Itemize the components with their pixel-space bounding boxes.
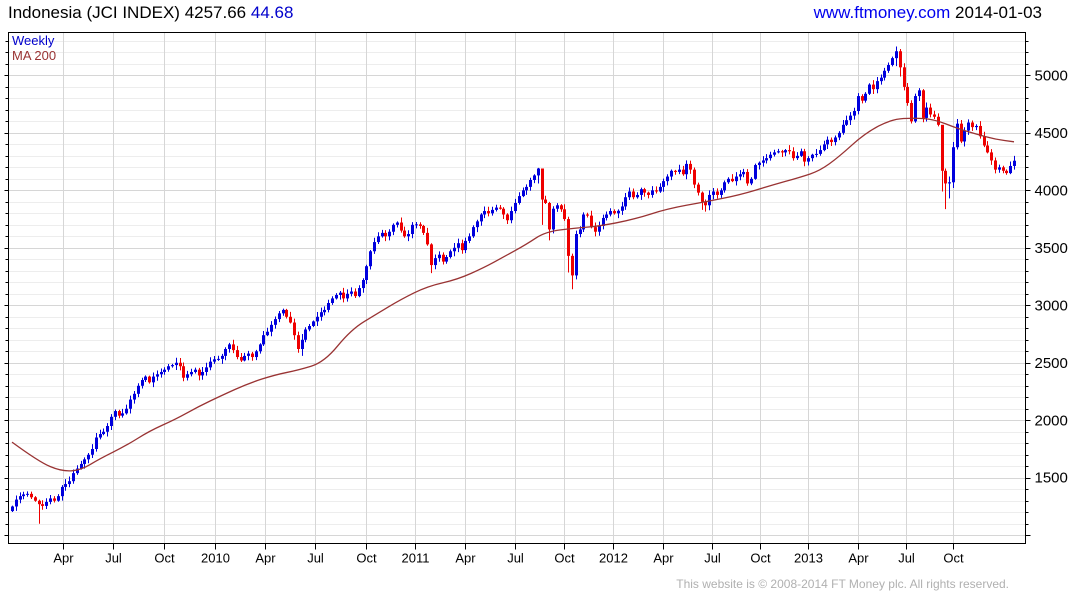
svg-text:4000: 4000 bbox=[1035, 182, 1068, 199]
svg-text:2500: 2500 bbox=[1035, 355, 1068, 372]
svg-text:2012: 2012 bbox=[599, 551, 628, 566]
svg-text:Apr: Apr bbox=[53, 551, 74, 566]
candles bbox=[11, 46, 1016, 524]
chart-header: Indonesia (JCI INDEX) 4257.66 44.68 bbox=[8, 3, 293, 23]
svg-text:2010: 2010 bbox=[201, 551, 230, 566]
svg-text:Jul: Jul bbox=[307, 551, 324, 566]
svg-text:Oct: Oct bbox=[554, 551, 575, 566]
svg-text:1500: 1500 bbox=[1035, 470, 1068, 487]
chart-legend: Weekly MA 200 bbox=[12, 33, 56, 63]
svg-text:Oct: Oct bbox=[750, 551, 771, 566]
svg-text:3500: 3500 bbox=[1035, 240, 1068, 257]
chart-header-right: www.ftmoney.com 2014-01-03 bbox=[814, 3, 1042, 23]
svg-text:Jul: Jul bbox=[898, 551, 915, 566]
svg-text:Oct: Oct bbox=[154, 551, 175, 566]
ftmoney-link[interactable]: www.ftmoney.com bbox=[813, 3, 951, 22]
change-value: 44.68 bbox=[250, 3, 294, 22]
svg-text:Jul: Jul bbox=[704, 551, 721, 566]
svg-text:Apr: Apr bbox=[455, 551, 476, 566]
svg-text:Apr: Apr bbox=[255, 551, 276, 566]
svg-text:2013: 2013 bbox=[794, 551, 823, 566]
last-price: 4257.66 bbox=[184, 3, 247, 22]
legend-ma-label: MA 200 bbox=[12, 48, 57, 63]
svg-text:Jul: Jul bbox=[105, 551, 122, 566]
instrument-name: Indonesia (JCI INDEX) bbox=[8, 3, 180, 22]
svg-text:4500: 4500 bbox=[1035, 125, 1068, 142]
chart-date: 2014-01-03 bbox=[955, 3, 1042, 22]
copyright-text: This website is © 2008-2014 FT Money plc… bbox=[676, 577, 1009, 591]
svg-text:Apr: Apr bbox=[848, 551, 869, 566]
x-axis: Apr Jul Oct 2010 Apr Jul Oct 2011 Apr Jul Oct 2012 A… bbox=[53, 543, 964, 566]
legend-weekly-label: Weekly bbox=[12, 33, 55, 48]
svg-text:Oct: Oct bbox=[356, 551, 377, 566]
y-axis: 1500 2000 2500 3000 3500 4000 4500 5000 bbox=[4, 41, 1068, 536]
svg-text:Apr: Apr bbox=[653, 551, 674, 566]
svg-text:2011: 2011 bbox=[402, 551, 430, 566]
chart-footer: This website is © 2008-2014 FT Money plc… bbox=[676, 577, 1009, 591]
grid bbox=[8, 32, 1026, 544]
ma-line bbox=[11, 117, 1015, 472]
svg-text:2000: 2000 bbox=[1035, 412, 1068, 429]
plot-border bbox=[8, 32, 1026, 544]
svg-text:3000: 3000 bbox=[1035, 297, 1068, 314]
svg-text:Jul: Jul bbox=[507, 551, 524, 566]
svg-text:Oct: Oct bbox=[943, 551, 964, 566]
svg-text:5000: 5000 bbox=[1035, 67, 1068, 84]
